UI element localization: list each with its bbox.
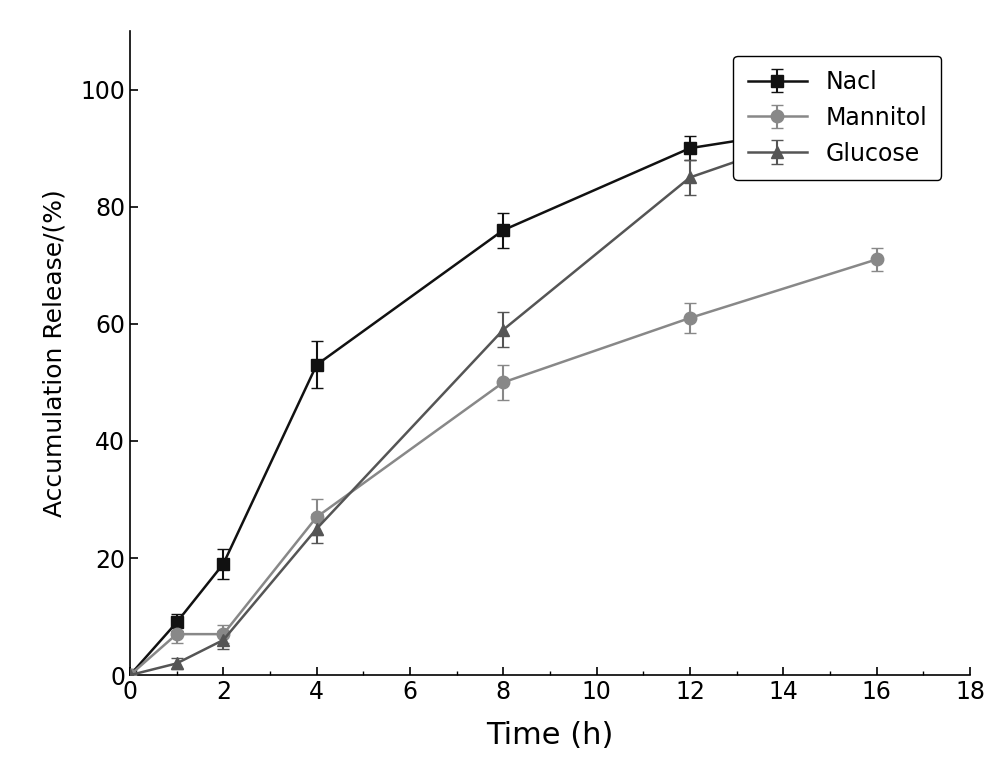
Y-axis label: Accumulation Release/(%): Accumulation Release/(%) (42, 189, 66, 517)
Legend: Nacl, Mannitol, Glucose: Nacl, Mannitol, Glucose (733, 56, 941, 180)
X-axis label: Time (h): Time (h) (486, 721, 614, 750)
